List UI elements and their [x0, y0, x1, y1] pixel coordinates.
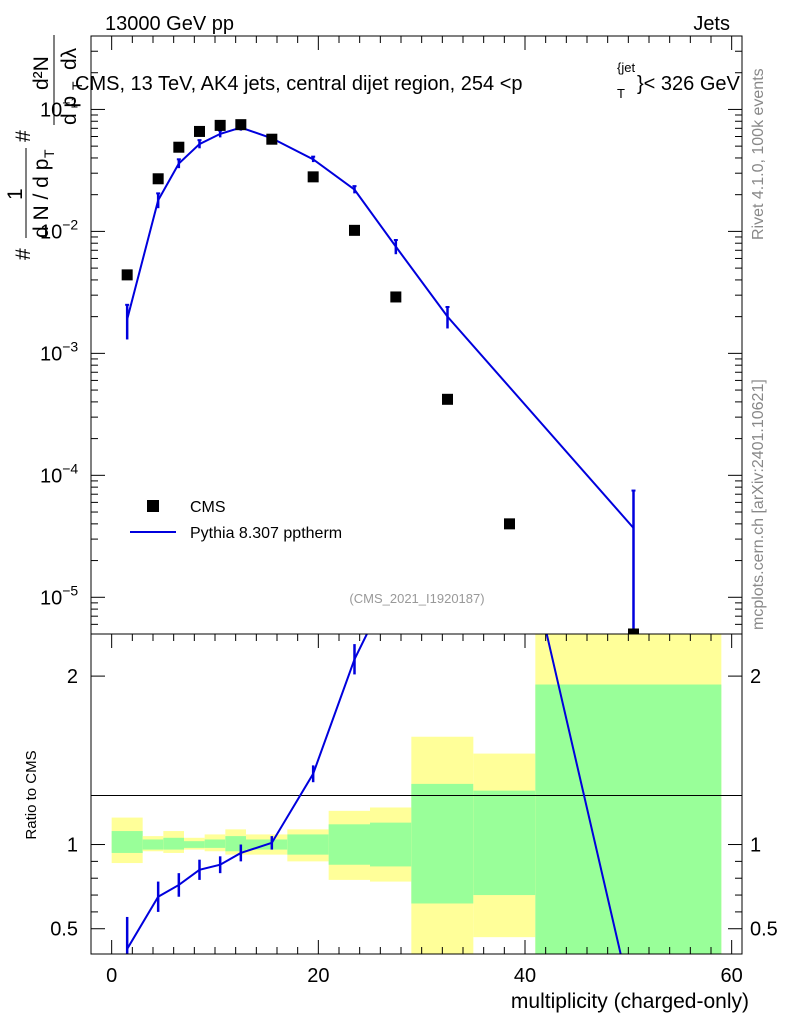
- ratio-tick-label-2: 2: [67, 666, 78, 688]
- ratio-band-green: [473, 790, 536, 896]
- cms-point: [152, 173, 164, 185]
- legend-cms-label: CMS: [190, 499, 226, 516]
- ratio-panel: 0.5 0.5 1 1 2 2 0 20 40 60 Ratio to CMS multipli…: [23, 36, 778, 1013]
- cms-point: [121, 269, 133, 281]
- ratio-frame: [90, 633, 743, 955]
- ratio-band-green: [163, 837, 184, 850]
- main-y-ticks: 10−1 10−2 10−3 10−4 10−5: [40, 94, 742, 609]
- legend-cms-marker: [147, 500, 159, 512]
- ratio-tick-label-right-2: 2: [750, 666, 761, 688]
- y-tick-label-2: 10−3: [40, 338, 78, 365]
- ratio-band-green: [184, 841, 205, 848]
- y-tick-label-0: 10−1: [40, 94, 78, 121]
- ylabel-rden-end: dλ: [58, 47, 81, 70]
- title-main: CMS, 13 TeV, AK4 jets, central dijet reg…: [75, 73, 523, 95]
- ratio-clipped-group: [125, 634, 622, 954]
- y-tick-label-4: 10−5: [40, 582, 78, 609]
- ylabel-rnum: d²N: [30, 56, 53, 90]
- ylabel-den: d N / d p: [30, 159, 53, 238]
- cms-point: [266, 133, 278, 145]
- ratio-tick-label-right-0: 0.5: [750, 919, 778, 941]
- ratio-band-green: [535, 684, 722, 954]
- ratio-tick-label-0: 0.5: [50, 919, 78, 941]
- rivet-label: Rivet 4.1.0, 100k events: [750, 68, 767, 240]
- ylabel-hash-left: #: [12, 248, 35, 260]
- title-sup: {jet: [617, 60, 635, 75]
- cms-point: [235, 119, 247, 131]
- y-tick-label-3: 10−4: [40, 460, 78, 487]
- legend-pythia-label: Pythia 8.307 pptherm: [190, 525, 342, 542]
- mcplots-label: mcplots.cern.ch [arXiv:2401.10621]: [750, 379, 767, 630]
- analysis-tag: (CMS_2021_I1920187): [349, 591, 484, 606]
- ratio-pythia-line: [126, 634, 622, 954]
- ylabel-den-sub: T: [41, 149, 57, 158]
- x-tick-label-2: 40: [514, 965, 536, 987]
- x-axis-label: multiplicity (charged-only): [511, 990, 749, 1013]
- ratio-band-green: [411, 783, 474, 904]
- cms-point: [504, 518, 515, 530]
- header-left: 13000 GeV pp: [105, 13, 234, 35]
- x-tick-label-3: 60: [721, 965, 743, 987]
- cms-point: [173, 141, 185, 153]
- ratio-band-green: [142, 839, 164, 850]
- cms-point: [214, 119, 226, 131]
- ratio-bands: [111, 634, 722, 954]
- ylabel-rden: d p: [58, 96, 81, 125]
- main-frame: [90, 35, 743, 635]
- main-panel: 10−1 10−2 10−3 10−4 10−5 (CMS_2021_I1920187)…: [4, 35, 743, 640]
- cms-point: [307, 171, 319, 183]
- pythia-curve: [125, 123, 636, 634]
- ylabel-num: 1: [4, 188, 27, 200]
- ylabel-rden-sub: T: [69, 81, 85, 90]
- cms-points: [121, 119, 639, 640]
- chart-title: CMS, 13 TeV, AK4 jets, central dijet reg…: [75, 60, 741, 101]
- ratio-y-ticks: 0.5 0.5 1 1 2 2: [50, 666, 778, 941]
- main-minor-ticks: [91, 35, 742, 625]
- cms-point: [349, 224, 360, 236]
- cms-point: [442, 393, 453, 405]
- ratio-band-green: [328, 824, 370, 865]
- ratio-tick-label-1: 1: [67, 835, 78, 857]
- ratio-tick-label-right-1: 1: [750, 835, 761, 857]
- y-axis-label: # 1 d N / d p T # d²N d p T dλ: [4, 35, 85, 260]
- cms-point: [194, 125, 205, 137]
- x-tick-label-0: 0: [106, 965, 117, 987]
- ratio-band-green: [111, 831, 143, 853]
- title-end: }< 326 GeV: [637, 73, 741, 95]
- title-sub: T: [617, 86, 625, 101]
- ratio-band-green: [287, 834, 329, 855]
- pythia-line: [126, 126, 635, 529]
- x-tick-label-1: 20: [307, 965, 329, 987]
- cms-point: [390, 291, 402, 303]
- header-right: Jets: [693, 13, 730, 35]
- ratio-pythia-curve: [125, 634, 622, 954]
- x-ticks: 0 20 40 60: [106, 36, 743, 987]
- ratio-band-green: [225, 836, 246, 852]
- ratio-ylabel: Ratio to CMS: [23, 750, 40, 839]
- ratio-band-green: [370, 822, 412, 867]
- ylabel-hash-mid: #: [12, 130, 35, 142]
- y-tick-label-1: 10−2: [40, 216, 78, 243]
- ratio-band-green: [204, 839, 226, 848]
- legend: CMS Pythia 8.307 pptherm: [130, 499, 342, 542]
